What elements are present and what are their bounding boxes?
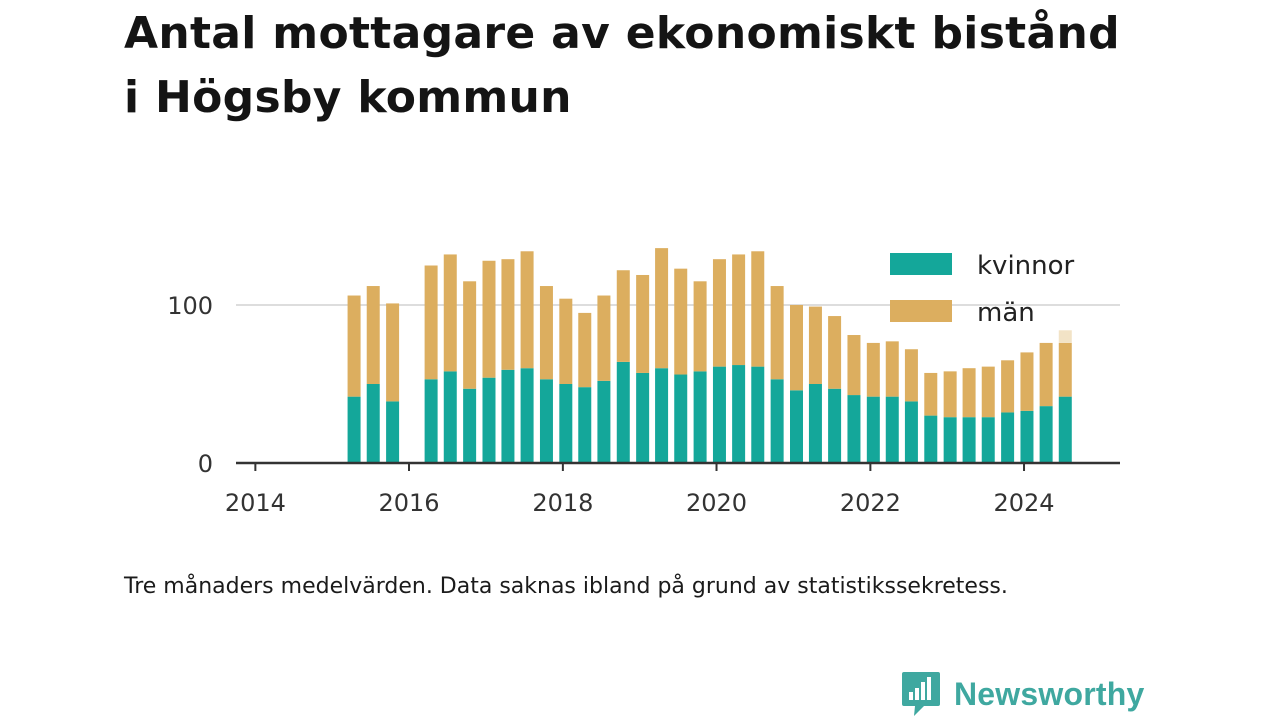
- bar-kvinnor-2022-07-15: [904, 401, 918, 463]
- bar-man-2023-01-15: [943, 371, 957, 418]
- legend-label-0: kvinnor: [977, 251, 1075, 281]
- bar-kvinnor-2023-01-15: [943, 417, 957, 463]
- bar-kvinnor-2019-07-15: [674, 374, 688, 463]
- legend-swatch-0: [890, 253, 952, 275]
- bar-kvinnor-2024-04-15: [1039, 406, 1053, 463]
- bar-man-2020-10-15: [770, 286, 784, 380]
- legend: kvinnor män: [890, 251, 1075, 328]
- bar-kvinnor-2017-01-15: [482, 377, 496, 463]
- bar-kvinnor-2015-10-15: [386, 401, 400, 463]
- bar-man-2024-01-15: [1020, 352, 1034, 411]
- bar-kvinnor-2015-07-15: [366, 384, 380, 463]
- bar-man-2024-04-15: [1039, 342, 1053, 407]
- bar-man-2019-04-15: [655, 248, 669, 369]
- bar-kvinnor-2021-01-15: [789, 390, 803, 463]
- bar-man-2022-07-15: [904, 349, 918, 402]
- bar-kvinnor-2017-10-15: [539, 379, 553, 463]
- bar-man-2022-04-15: [885, 341, 899, 397]
- bar-kvinnor-2023-10-15: [1001, 412, 1015, 463]
- y-tick-label-0: 0: [198, 450, 213, 478]
- bar-man-2018-07-15: [597, 295, 611, 381]
- brand-name: Newsworthy: [954, 675, 1145, 712]
- bar-man-2023-10-15: [1001, 360, 1015, 413]
- bar-kvinnor-2018-04-15: [578, 387, 592, 463]
- bar-man-2016-10-15: [463, 281, 477, 389]
- bar-man-2019-10-15: [693, 281, 707, 372]
- bar-kvinnor-2024-07-15: [1058, 396, 1072, 463]
- brand[interactable]: Newsworthy: [900, 670, 1144, 718]
- bar-man-2016-04-15: [424, 265, 438, 380]
- bar-man-2022-01-15: [866, 342, 880, 397]
- bar-kvinnor-2019-01-15: [636, 372, 650, 463]
- bar-kvinnor-2020-04-15: [732, 365, 746, 463]
- bar-man-2021-04-15: [808, 306, 822, 384]
- bar-kvinnor-2024-01-15: [1020, 410, 1034, 463]
- bar-man-2021-01-15: [789, 305, 803, 391]
- bar-man-2021-07-15: [828, 316, 842, 389]
- bar-kvinnor-2019-10-15: [693, 371, 707, 463]
- bar-kvinnor-2021-04-15: [808, 384, 822, 463]
- bar-kvinnor-2018-10-15: [616, 361, 630, 463]
- bar-man-2018-04-15: [578, 312, 592, 388]
- bar-man-2017-04-15: [501, 259, 515, 370]
- newsworthy-logo-icon: [902, 672, 940, 716]
- x-axis: 2014 2016 2018 2020 2022 2024: [225, 461, 1120, 517]
- bar-kvinnor-2018-01-15: [559, 384, 573, 463]
- bar-man-2016-07-15: [443, 254, 457, 372]
- bar-man-2017-07-15: [520, 251, 534, 369]
- bar-preliminary-2024-07-15: [1058, 330, 1072, 343]
- chart-title: Antal mottagare av ekonomiskt bistånd i …: [124, 8, 1120, 123]
- bar-kvinnor-2017-04-15: [501, 369, 515, 463]
- bar-man-2015-04-15: [347, 295, 361, 397]
- legend-swatch-1: [890, 300, 952, 322]
- bar-kvinnor-2019-04-15: [655, 368, 669, 463]
- bar-man-2017-10-15: [539, 286, 553, 380]
- bar-man-2019-07-15: [674, 268, 688, 375]
- bar-man-2017-01-15: [482, 260, 496, 378]
- bar-man-2023-04-15: [962, 368, 976, 418]
- x-tick-label-2014: 2014: [225, 489, 286, 517]
- x-tick-label-2022: 2022: [840, 489, 901, 517]
- bar-kvinnor-2021-10-15: [847, 395, 861, 463]
- bar-kvinnor-2020-01-15: [712, 366, 726, 463]
- x-tick-label-2016: 2016: [378, 489, 439, 517]
- bar-kvinnor-2023-04-15: [962, 417, 976, 463]
- bar-kvinnor-2022-04-15: [885, 396, 899, 463]
- bar-kvinnor-2022-01-15: [866, 396, 880, 463]
- bar-kvinnor-2020-07-15: [751, 366, 765, 463]
- bar-kvinnor-2017-07-15: [520, 368, 534, 463]
- x-tick-label-2018: 2018: [532, 489, 593, 517]
- bar-man-2015-07-15: [366, 286, 380, 384]
- bar-kvinnor-2016-04-15: [424, 379, 438, 463]
- chart: 2014 2016 2018 2020 2022 2024 0 100 kvinnor män: [167, 248, 1120, 517]
- bar-man-2024-07-15: [1058, 342, 1072, 397]
- y-tick-label-100: 100: [167, 292, 213, 320]
- bar-man-2019-01-15: [636, 274, 650, 373]
- bars: [347, 248, 1072, 463]
- bar-kvinnor-2022-10-15: [924, 415, 938, 463]
- bar-man-2015-10-15: [386, 303, 400, 402]
- bar-man-2020-07-15: [751, 251, 765, 367]
- y-axis-ticks: 0 100: [167, 292, 213, 478]
- bar-man-2021-10-15: [847, 335, 861, 396]
- bar-kvinnor-2016-07-15: [443, 371, 457, 463]
- bar-man-2022-10-15: [924, 372, 938, 416]
- bar-man-2020-01-15: [712, 259, 726, 367]
- x-tick-label-2024: 2024: [993, 489, 1054, 517]
- bar-kvinnor-2020-10-15: [770, 379, 784, 463]
- x-tick-label-2020: 2020: [686, 489, 747, 517]
- bar-kvinnor-2018-07-15: [597, 380, 611, 463]
- footnote: Tre månaders medelvärden. Data saknas ib…: [124, 574, 1008, 599]
- bar-man-2018-01-15: [559, 298, 573, 384]
- bar-man-2020-04-15: [732, 254, 746, 366]
- bar-kvinnor-2015-04-15: [347, 396, 361, 463]
- bar-man-2023-07-15: [981, 366, 995, 418]
- bar-kvinnor-2021-07-15: [828, 388, 842, 463]
- legend-label-1: män: [977, 298, 1035, 328]
- bar-kvinnor-2023-07-15: [981, 417, 995, 463]
- bar-man-2018-10-15: [616, 270, 630, 362]
- bar-kvinnor-2016-10-15: [463, 388, 477, 463]
